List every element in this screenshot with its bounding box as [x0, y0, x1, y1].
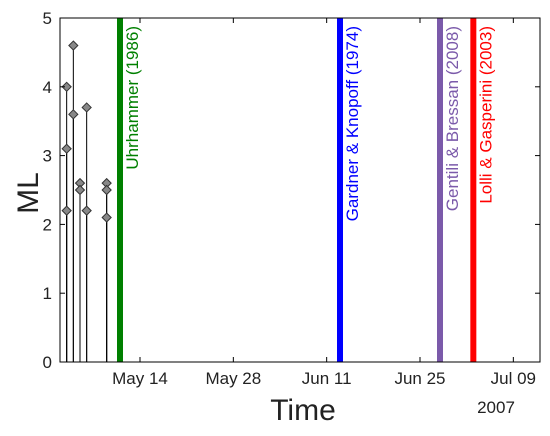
x-tick-label-0: May 14 [112, 369, 168, 388]
window-lines: Uhrhammer (1986) Gardner & Knopoff (1974)… [117, 18, 495, 362]
event-marker-3 [68, 40, 79, 51]
window-label-0: Uhrhammer (1986) [123, 26, 142, 170]
x-tick-label-2: Jun 11 [302, 369, 352, 388]
event-marker-0 [61, 81, 72, 93]
y-tick-label-1: 1 [43, 284, 52, 303]
year-label: 2007 [477, 398, 515, 417]
event-marker-11 [101, 212, 112, 223]
y-tick-label-3: 3 [43, 147, 52, 166]
axes: 0 1 2 3 4 5 May 14 May 28 Jun 11 Jun 25 Jul 09 [43, 9, 541, 388]
event-marker-10 [101, 184, 112, 196]
y-tick-label-5: 5 [43, 9, 52, 28]
y-tick-label-4: 4 [43, 78, 52, 97]
y-tick-label-0: 0 [43, 353, 52, 372]
event-marker-7 [81, 102, 92, 113]
event-marker-2 [61, 205, 72, 216]
window-label-2: Gentili & Bressan (2008) [443, 26, 462, 211]
event-marker-6 [74, 184, 86, 196]
y-tick-label-2: 2 [43, 215, 52, 234]
event-marker-1 [61, 143, 72, 154]
event-marker-4 [68, 109, 79, 120]
y-axis-title: ML [12, 172, 45, 214]
plot-background [60, 18, 540, 362]
x-tick-label-3: Jun 25 [394, 369, 445, 388]
window-label-3: Lolli & Gasperini (2003) [476, 26, 495, 204]
x-tick-label-1: May 28 [205, 369, 261, 388]
x-tick-label-4: Jul 09 [491, 369, 536, 388]
window-label-1: Gardner & Knopoff (1974) [343, 26, 362, 221]
event-markers [61, 40, 112, 223]
event-marker-8 [81, 205, 92, 216]
x-axis-title: Time [270, 394, 336, 427]
plot-frame [59, 17, 541, 363]
